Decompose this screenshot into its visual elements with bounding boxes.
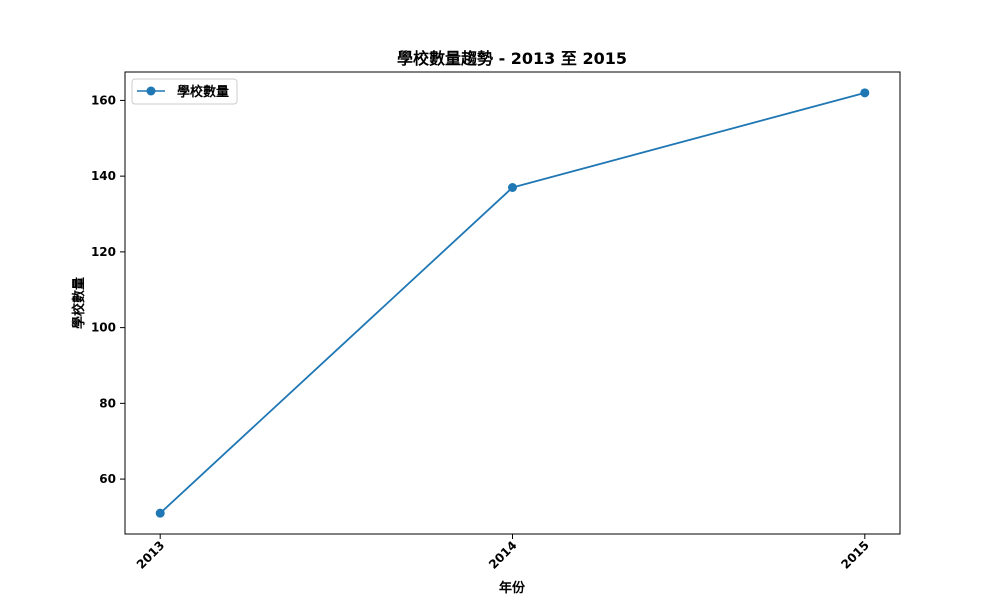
x-tick-label: 2015 [838,538,872,572]
x-axis: 2013 2014 2015 [134,534,872,572]
x-tick-label: 2013 [134,538,168,572]
y-axis: 60 80 100 120 140 160 [91,93,125,486]
y-tick-label: 140 [91,169,116,183]
x-tick-label: 2014 [486,538,520,572]
y-tick-label: 80 [99,396,116,410]
series-line [159,91,866,514]
y-tick-label: 160 [91,93,116,107]
data-point [155,508,165,518]
y-tick-label: 60 [99,472,116,486]
y-tick-label: 100 [91,321,116,335]
legend-box [131,78,238,105]
chart-title: 學校數量趨勢 - 2013 至 2015 [397,49,627,68]
y-axis-label: 學校數量 [71,277,87,329]
legend: 學校數量 [131,78,238,105]
series-layer [155,88,870,518]
data-point [508,183,517,192]
legend-label: 學校數量 [177,84,229,100]
x-axis-label: 年份 [499,580,526,596]
data-point [860,88,870,98]
plot-area [124,71,901,535]
y-tick-label: 120 [91,245,116,259]
legend-marker-swatch [146,86,156,96]
